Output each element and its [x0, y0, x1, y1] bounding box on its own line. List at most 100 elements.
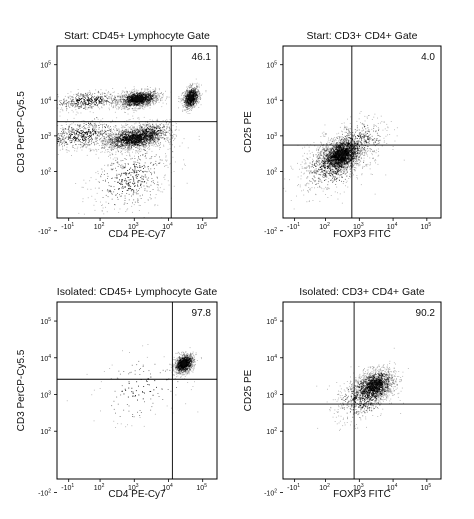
event-dot [106, 144, 108, 146]
event-dot [187, 91, 189, 93]
event-dot [137, 144, 139, 146]
event-dot [148, 94, 150, 96]
event-dot [93, 100, 95, 102]
event-dot [127, 92, 128, 94]
event-dot [138, 136, 140, 137]
event-dot [57, 125, 59, 126]
event-dot [80, 101, 82, 102]
event-dot [100, 101, 102, 102]
event-dot [123, 142, 124, 143]
event-dot [138, 107, 140, 109]
event-dot [156, 95, 158, 97]
event-dot [124, 91, 126, 93]
event-dot [103, 147, 105, 149]
event-dot [156, 95, 158, 97]
event-dot [79, 98, 81, 100]
event-dot [142, 95, 144, 97]
event-dot [144, 98, 146, 100]
event-dot [83, 98, 85, 100]
event-dot [74, 106, 76, 108]
event-dot [125, 97, 127, 99]
event-dot [85, 102, 87, 104]
event-dot [148, 91, 150, 92]
event-dot [129, 142, 131, 144]
event-dot [144, 91, 146, 93]
event-dot [115, 104, 117, 106]
event-dot [113, 141, 115, 142]
event-dot [128, 152, 130, 154]
event-dot [110, 137, 112, 139]
event-dot [111, 131, 113, 133]
event-dot [106, 94, 108, 96]
event-dot [84, 144, 86, 146]
event-dot [163, 124, 165, 126]
event-dot [139, 103, 141, 104]
event-dot [107, 92, 109, 94]
event-dot [141, 144, 143, 146]
event-dot [192, 107, 194, 108]
event-dot [139, 96, 141, 97]
event-dot [156, 127, 157, 129]
event-dot [126, 91, 127, 93]
event-dot [101, 145, 103, 147]
event-dot [72, 96, 74, 98]
event-dot [149, 140, 151, 142]
event-dot [98, 135, 100, 137]
event-dot [186, 102, 188, 104]
event-dot [121, 145, 123, 147]
event-dot [172, 135, 174, 137]
event-dot [90, 131, 92, 132]
event-dot [125, 140, 127, 142]
event-dot [71, 140, 73, 142]
event-dot [140, 92, 142, 94]
event-dot [107, 139, 109, 141]
event-dot [78, 108, 80, 109]
event-dot [83, 103, 85, 105]
event-dot [183, 95, 185, 97]
event-dot [139, 136, 141, 138]
event-dot [68, 150, 70, 152]
event-dot [91, 143, 92, 145]
event-dot [150, 138, 152, 140]
event-dot [146, 92, 147, 94]
event-dot [113, 91, 115, 93]
event-dot [161, 135, 162, 136]
event-dot [143, 98, 145, 100]
event-dot [155, 126, 157, 128]
event-dot [91, 124, 93, 126]
event-dot [168, 142, 170, 143]
event-dot [88, 142, 90, 144]
event-dot [128, 133, 129, 135]
event-dot [131, 125, 133, 126]
event-dot [161, 137, 163, 139]
event-dot [184, 102, 186, 103]
event-dot [129, 102, 131, 104]
event-dot [90, 131, 91, 133]
event-dot [98, 131, 100, 133]
event-dot [150, 137, 152, 139]
event-dot [154, 90, 156, 92]
event-dot [168, 96, 170, 98]
event-dot [127, 130, 129, 132]
event-dot [150, 91, 151, 92]
event-dot [142, 104, 144, 106]
event-dot [135, 141, 136, 143]
event-dot [118, 140, 120, 142]
event-dot [150, 95, 152, 97]
event-dot [133, 127, 134, 129]
event-dot [109, 154, 111, 156]
event-dot [124, 126, 126, 128]
event-dot [77, 125, 79, 127]
event-dot [125, 143, 127, 145]
event-dot [114, 143, 116, 145]
event-dot [167, 138, 169, 139]
event-dot [182, 111, 184, 112]
event-dot [85, 109, 86, 110]
event-dot [125, 130, 127, 132]
event-dot [135, 129, 137, 131]
event-dot [162, 124, 164, 125]
event-dot [148, 94, 150, 96]
event-dot [131, 94, 133, 96]
event-dot [114, 135, 115, 137]
event-dot [138, 94, 140, 96]
